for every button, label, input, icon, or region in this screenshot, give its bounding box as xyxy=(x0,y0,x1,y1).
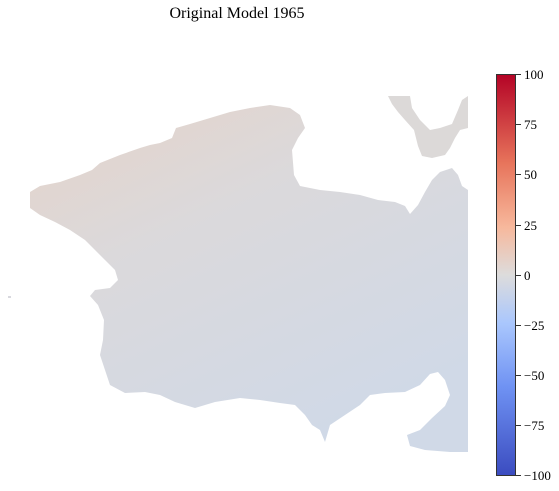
colorbar-tick xyxy=(516,174,521,175)
colorbar-tick-label: −75 xyxy=(524,418,545,433)
colorbar-tick-label: 75 xyxy=(524,117,537,132)
colorbar-tick xyxy=(516,425,521,426)
colorbar-tick-label: 0 xyxy=(524,268,531,283)
page-title: Original Model 1965 xyxy=(169,5,305,22)
land-region-northeast xyxy=(388,96,468,158)
lake xyxy=(345,148,410,188)
colorbar-tick xyxy=(516,275,521,276)
colorbar-tick xyxy=(516,475,521,476)
colorbar-tick-label: 25 xyxy=(524,218,537,233)
colorbar-tick xyxy=(516,124,521,125)
colorbar-tick-label: −25 xyxy=(524,318,545,333)
colorbar-tick-label: 100 xyxy=(524,67,544,82)
colorbar-tick xyxy=(516,74,521,75)
colorbar-tick xyxy=(516,325,521,326)
land-region xyxy=(30,105,468,452)
colorbar xyxy=(496,74,516,476)
map-canvas xyxy=(8,96,468,452)
colorbar-tick-label: −50 xyxy=(524,368,545,383)
colorbar-tick xyxy=(516,375,521,376)
colorbar-tick-label: 50 xyxy=(524,167,537,182)
colorbar-tick xyxy=(516,225,521,226)
colorbar-tick-label: −100 xyxy=(524,468,551,483)
islet xyxy=(8,296,11,298)
